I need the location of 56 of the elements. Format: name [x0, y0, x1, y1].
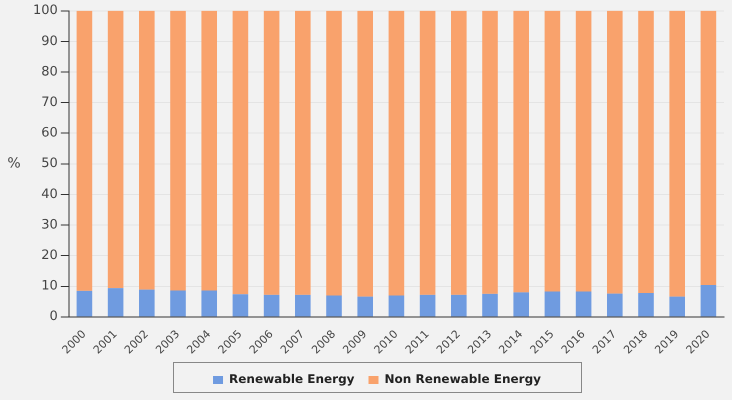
legend-label: Renewable Energy [229, 372, 355, 386]
bar [76, 290, 92, 316]
bar [357, 296, 374, 316]
bar [326, 10, 342, 296]
bar [76, 10, 92, 291]
y-tick-label: 70 [41, 94, 58, 110]
bar [170, 290, 186, 316]
bar [264, 294, 280, 316]
bar [108, 10, 124, 288]
y-tick-label: 80 [41, 64, 58, 80]
bar [295, 294, 311, 316]
bar [513, 292, 530, 316]
bar [451, 294, 467, 316]
bar [420, 10, 436, 295]
y-tick-label: 40 [41, 186, 58, 202]
bar [326, 295, 342, 316]
bar [420, 294, 436, 316]
bar [451, 10, 467, 295]
bar [388, 295, 404, 316]
bar [513, 10, 530, 292]
bar [700, 285, 716, 316]
bar [576, 291, 592, 316]
bar [357, 10, 374, 297]
bar [108, 288, 124, 316]
bar [669, 296, 685, 316]
bar [232, 10, 248, 294]
bar [139, 290, 155, 316]
y-tick-label: 60 [41, 126, 58, 141]
bar [607, 294, 623, 316]
bar [576, 10, 592, 292]
y-tick-label: 90 [41, 34, 58, 49]
bar [139, 10, 155, 290]
bar [544, 10, 560, 292]
bar [388, 10, 404, 296]
bar [669, 10, 685, 297]
bar [607, 10, 623, 294]
y-tick-label: 20 [41, 248, 58, 264]
bar [544, 291, 560, 316]
bar [201, 10, 218, 291]
bar [700, 10, 716, 286]
bar [482, 10, 498, 294]
bar [638, 10, 654, 293]
bar [201, 290, 218, 316]
y-axis-title: % [7, 155, 21, 172]
y-tick-label: 100 [32, 3, 58, 18]
bar [264, 10, 280, 295]
bar [170, 10, 186, 291]
y-tick-label: 0 [50, 309, 58, 324]
legend-label: Non Renewable Energy [384, 372, 542, 386]
y-tick-label: 10 [41, 278, 58, 294]
bar [482, 294, 498, 316]
bar [232, 294, 248, 316]
bar [295, 10, 311, 295]
y-tick-label: 30 [41, 217, 58, 232]
y-tick-label: 50 [41, 156, 58, 172]
bar [638, 293, 654, 316]
